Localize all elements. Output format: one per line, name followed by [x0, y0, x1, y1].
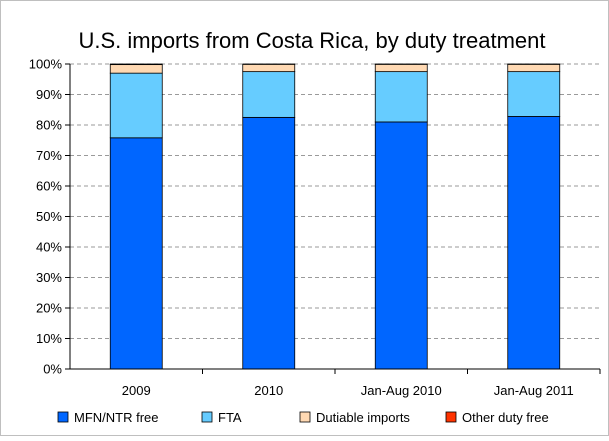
bar-segment — [243, 64, 295, 71]
legend-label: Other duty free — [462, 410, 549, 425]
bar-segment — [243, 72, 295, 118]
legend-swatch — [446, 412, 456, 422]
legend-label: MFN/NTR free — [74, 410, 159, 425]
x-tick-label: Jan-Aug 2010 — [361, 383, 442, 398]
legend-swatch — [202, 412, 212, 422]
bar-segment — [375, 122, 427, 369]
legend-swatch — [300, 412, 310, 422]
bar-segment — [243, 117, 295, 369]
bar-segment — [110, 65, 162, 74]
y-tick-label: 40% — [36, 240, 62, 255]
bar-segment — [508, 72, 560, 117]
bar-segment — [110, 73, 162, 138]
chart-title: U.S. imports from Costa Rica, by duty tr… — [78, 28, 545, 53]
y-tick-label: 20% — [36, 301, 62, 316]
bar-segment — [508, 64, 560, 71]
bar-segment — [110, 138, 162, 369]
bar-segment — [508, 116, 560, 369]
bar-segment — [375, 64, 427, 71]
y-tick-label: 100% — [29, 57, 63, 72]
y-tick-label: 0% — [43, 362, 62, 377]
y-tick-label: 10% — [36, 331, 62, 346]
y-tick-label: 90% — [36, 87, 62, 102]
legend-label: Dutiable imports — [316, 410, 410, 425]
bar-segment — [110, 64, 162, 65]
legend-label: FTA — [218, 410, 242, 425]
bar-segment — [375, 72, 427, 122]
x-tick-label: 2009 — [122, 383, 151, 398]
y-tick-label: 70% — [36, 148, 62, 163]
y-tick-label: 50% — [36, 209, 62, 224]
y-tick-label: 80% — [36, 118, 62, 133]
y-tick-label: 30% — [36, 270, 62, 285]
legend-swatch — [58, 412, 68, 422]
x-tick-label: 2010 — [254, 383, 283, 398]
x-tick-label: Jan-Aug 2011 — [494, 383, 574, 398]
y-tick-label: 60% — [36, 179, 62, 194]
